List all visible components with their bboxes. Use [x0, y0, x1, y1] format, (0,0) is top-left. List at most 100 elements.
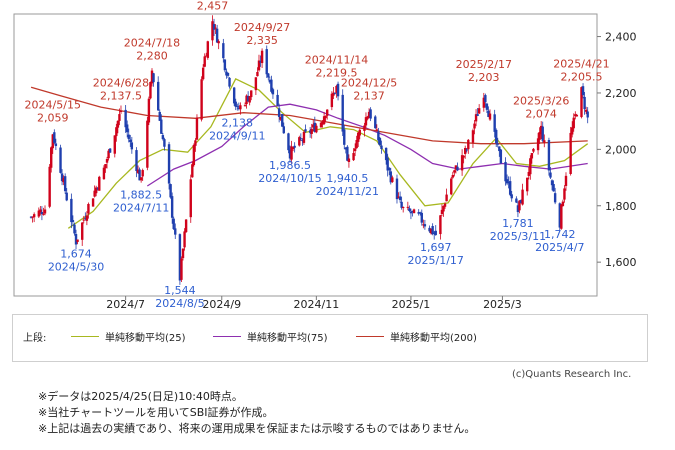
candle-body: [215, 28, 219, 43]
candle-body: [369, 109, 372, 119]
candle-body: [54, 143, 58, 146]
candle-body: [412, 209, 416, 214]
low-annotation-date: 2024/5/30: [48, 260, 104, 273]
high-annotation-value: 2,203: [468, 71, 500, 84]
candle-body: [529, 158, 532, 175]
candle: [581, 83, 585, 99]
candle: [539, 121, 543, 140]
candle-body: [184, 219, 188, 233]
candle: [419, 211, 422, 216]
candle-body: [245, 95, 248, 105]
candle: [194, 138, 197, 152]
candle: [124, 105, 127, 133]
legend-item-sma25: 単純移動平均(25): [71, 329, 186, 344]
candle: [324, 115, 327, 122]
y-tick-label: 1,800: [605, 200, 637, 213]
candle-body: [417, 212, 420, 214]
candle-body: [386, 157, 389, 171]
candle: [205, 52, 208, 57]
candle: [160, 114, 163, 135]
candle: [312, 120, 315, 132]
candle: [364, 112, 368, 128]
candle-body: [212, 24, 216, 30]
candle: [257, 54, 261, 72]
low-annotation-value: 1,742: [544, 228, 576, 241]
candle-body: [282, 126, 285, 134]
ma-line-0: [67, 78, 589, 229]
candle: [76, 239, 79, 245]
candle-body: [498, 146, 501, 152]
ma-line-1: [146, 103, 588, 187]
candle-body: [363, 125, 366, 131]
candle: [495, 128, 498, 147]
candle: [135, 147, 138, 178]
candle: [39, 205, 42, 216]
candle-body: [321, 121, 324, 125]
candle-body: [505, 179, 509, 184]
candle-body: [474, 114, 478, 122]
candle: [119, 105, 123, 115]
candle: [178, 233, 182, 285]
candle: [125, 120, 129, 138]
high-annotation-date: 2025/3/26: [513, 94, 569, 107]
candle: [346, 145, 349, 162]
candle: [63, 173, 67, 194]
candle-body: [484, 95, 487, 103]
candle: [129, 134, 132, 147]
high-annotation-date: 2024/5/15: [25, 99, 81, 112]
candle: [456, 162, 459, 172]
candle-body: [336, 83, 340, 97]
candle: [40, 206, 44, 221]
candle-body: [400, 201, 403, 208]
candle-body: [315, 125, 318, 133]
candle-body: [32, 214, 36, 218]
candle: [71, 215, 75, 226]
candle-body: [434, 230, 437, 236]
candle-body: [308, 130, 312, 133]
candle-body: [335, 85, 338, 93]
low-annotation-value: 2,138: [222, 116, 254, 129]
candle: [282, 122, 285, 134]
candle-body: [408, 208, 411, 212]
candle-body: [256, 72, 259, 77]
candle: [181, 247, 185, 261]
candle: [313, 116, 317, 133]
candle: [54, 138, 58, 151]
candle-body: [108, 148, 112, 153]
candle-body: [298, 137, 301, 146]
candle-body: [488, 113, 492, 120]
candle: [245, 94, 248, 109]
candle: [474, 109, 478, 127]
candle-body: [214, 27, 217, 29]
candle: [115, 123, 118, 142]
candle-body: [192, 144, 196, 166]
candle-body: [232, 87, 236, 104]
candle-body: [574, 114, 577, 117]
low-annotation-date: 2025/3/11: [490, 230, 546, 243]
legend: 上段: 単純移動平均(25) 単純移動平均(75) 単純移動平均(200): [12, 314, 648, 362]
candle: [138, 167, 141, 181]
candle: [184, 219, 188, 233]
candle-body: [310, 128, 313, 134]
candle: [288, 145, 292, 163]
candle: [248, 96, 251, 106]
candle: [515, 196, 518, 204]
candle: [550, 179, 554, 191]
candle: [380, 140, 383, 154]
candle: [271, 87, 275, 99]
candle-body: [324, 115, 327, 119]
candle-body: [451, 175, 455, 178]
candle: [246, 91, 250, 102]
candle: [389, 167, 392, 185]
candle: [53, 129, 56, 145]
candle: [223, 58, 227, 73]
candle: [560, 203, 563, 230]
candle: [141, 168, 144, 182]
candle-body: [152, 73, 155, 83]
candle: [82, 215, 85, 224]
candle-body: [460, 155, 464, 171]
candle-body: [178, 234, 182, 281]
candle: [343, 124, 346, 150]
candle-body: [163, 139, 166, 147]
candle-body: [167, 144, 171, 184]
